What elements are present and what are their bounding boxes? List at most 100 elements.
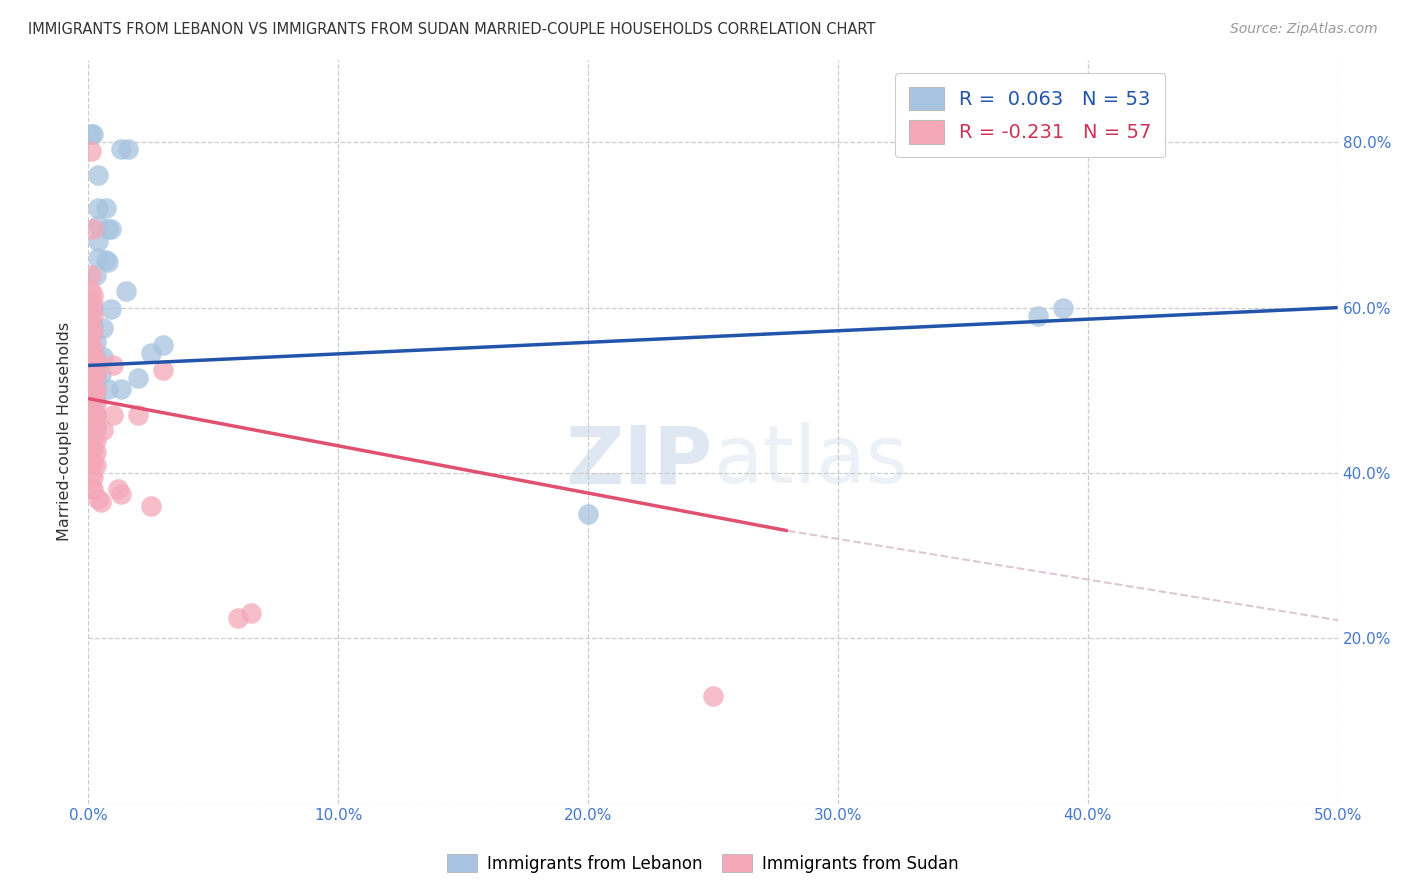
Point (82, 301, 104, 315)
Point (84, 422, 107, 436)
Text: ZIP: ZIP (565, 423, 713, 500)
Point (82, 442, 104, 457)
Point (79, 420, 101, 434)
Point (90, 495, 112, 509)
Text: atlas: atlas (713, 423, 907, 500)
Point (82, 382, 104, 396)
Point (82, 393, 104, 408)
Point (101, 408, 124, 422)
Point (82, 456, 104, 470)
Point (84, 368, 107, 383)
Point (127, 371, 149, 385)
Point (107, 483, 129, 497)
Point (82, 309, 104, 323)
Point (79, 467, 101, 482)
Point (82, 431, 104, 445)
Point (117, 142, 139, 156)
Text: IMMIGRANTS FROM LEBANON VS IMMIGRANTS FROM SUDAN MARRIED-COUPLE HOUSEHOLDS CORRE: IMMIGRANTS FROM LEBANON VS IMMIGRANTS FR… (28, 22, 876, 37)
Point (84, 367, 107, 381)
Point (139, 499, 162, 513)
Point (91, 321, 114, 335)
Point (84, 354, 107, 368)
Legend: R =  0.063   N = 53, R = -0.231   N = 57: R = 0.063 N = 53, R = -0.231 N = 57 (896, 73, 1166, 157)
Point (82, 127, 104, 141)
Point (79, 481, 101, 495)
Point (79, 365, 101, 379)
Point (79, 367, 101, 381)
Point (239, 607, 262, 621)
Point (1052, 301, 1074, 315)
Point (79, 144, 101, 158)
Point (79, 392, 101, 406)
Point (152, 338, 174, 352)
Point (79, 417, 101, 431)
Point (97, 382, 120, 396)
Point (84, 408, 107, 422)
Point (139, 346, 162, 360)
Point (82, 222, 104, 236)
Point (79, 338, 101, 352)
Point (110, 382, 132, 396)
Point (90, 367, 112, 381)
Point (79, 321, 101, 335)
Point (82, 326, 104, 340)
Point (97, 222, 120, 236)
Point (87, 492, 110, 507)
Point (79, 404, 101, 418)
Point (84, 445, 107, 459)
Point (87, 202, 110, 216)
Point (82, 470, 104, 484)
Point (152, 362, 174, 376)
Point (576, 508, 599, 522)
Point (84, 384, 107, 398)
Point (87, 218, 110, 232)
Point (110, 486, 132, 500)
Point (84, 393, 107, 408)
Point (87, 251, 110, 265)
Point (84, 408, 107, 422)
Point (82, 351, 104, 366)
Y-axis label: Married-couple Households: Married-couple Households (58, 322, 72, 541)
Point (79, 284, 101, 298)
Point (127, 408, 149, 422)
Text: Source: ZipAtlas.com: Source: ZipAtlas.com (1230, 22, 1378, 37)
Point (84, 395, 107, 409)
Point (84, 354, 107, 368)
Point (97, 255, 120, 269)
Point (702, 689, 724, 703)
Point (84, 458, 107, 472)
Point (84, 433, 107, 447)
Point (91, 350, 114, 364)
Point (82, 296, 104, 310)
Point (100, 222, 122, 236)
Point (82, 342, 104, 356)
Point (82, 288, 104, 302)
Point (94, 252, 117, 267)
Point (79, 304, 101, 318)
Point (101, 359, 124, 373)
Point (82, 406, 104, 420)
Point (84, 420, 107, 434)
Point (79, 453, 101, 467)
Point (82, 417, 104, 432)
Point (79, 350, 101, 364)
Point (100, 302, 122, 317)
Point (87, 169, 110, 183)
Point (94, 202, 117, 216)
Point (226, 610, 249, 624)
Point (79, 393, 101, 408)
Point (82, 318, 104, 333)
Point (1026, 309, 1049, 323)
Point (84, 379, 107, 393)
Point (79, 379, 101, 393)
Point (79, 379, 101, 393)
Point (82, 483, 104, 497)
Point (79, 268, 101, 282)
Point (84, 350, 107, 364)
Point (79, 406, 101, 420)
Point (114, 284, 136, 298)
Point (82, 367, 104, 381)
Point (84, 335, 107, 350)
Point (87, 235, 110, 249)
Point (79, 441, 101, 455)
